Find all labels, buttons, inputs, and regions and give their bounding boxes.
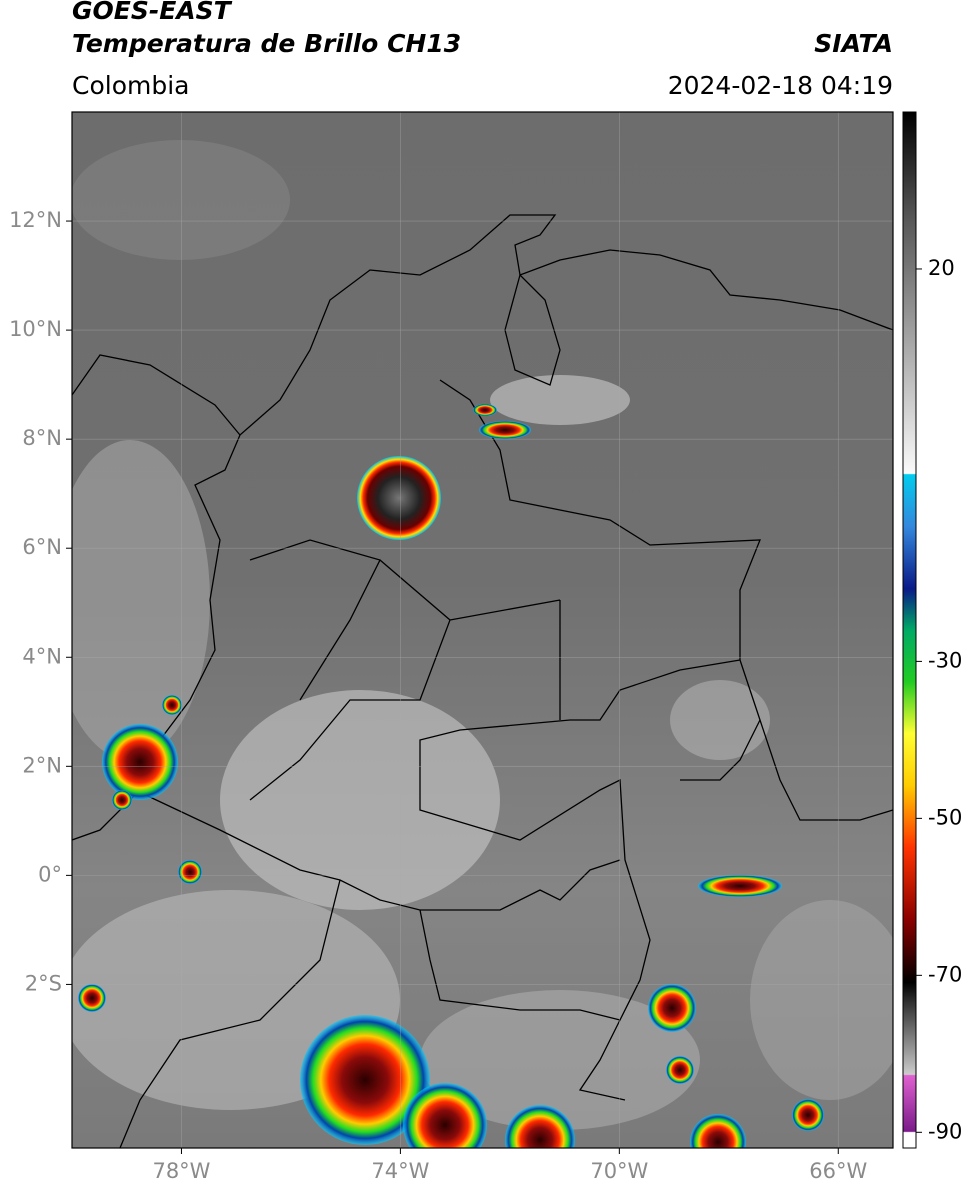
y-tick-label: 6°N <box>22 535 62 559</box>
colorbar-label: -70 <box>928 962 962 986</box>
product: Temperatura de Brillo CH13 <box>72 29 461 58</box>
y-tick-label: 2°S <box>25 971 62 995</box>
colorbar-label: -50 <box>928 805 962 829</box>
y-tick-label: 12°N <box>9 208 62 232</box>
map-frame <box>71 111 894 1149</box>
map-image <box>72 112 893 1148</box>
y-tick-label: 0° <box>38 862 62 886</box>
colorbar-label: -90 <box>928 1119 962 1143</box>
x-tick-label: 70°W <box>590 1159 648 1183</box>
y-tick-label: 10°N <box>9 317 62 341</box>
region: Colombia <box>72 71 189 100</box>
y-tick-label: 2°N <box>22 753 62 777</box>
grid <box>72 112 893 1148</box>
datetime: 2024-02-18 04:19 <box>668 71 893 100</box>
colorbar <box>902 111 917 1149</box>
x-tick-label: 74°W <box>371 1159 429 1183</box>
y-tick-label: 4°N <box>22 644 62 668</box>
source: SIATA <box>814 29 893 58</box>
colorbar-label: -30 <box>928 648 962 672</box>
colorbar-label: 20 <box>928 256 955 280</box>
x-tick-label: 78°W <box>152 1159 210 1183</box>
x-tick-label: 66°W <box>809 1159 867 1183</box>
satellite: GOES-EAST <box>72 0 233 25</box>
y-tick-label: 8°N <box>22 426 62 450</box>
